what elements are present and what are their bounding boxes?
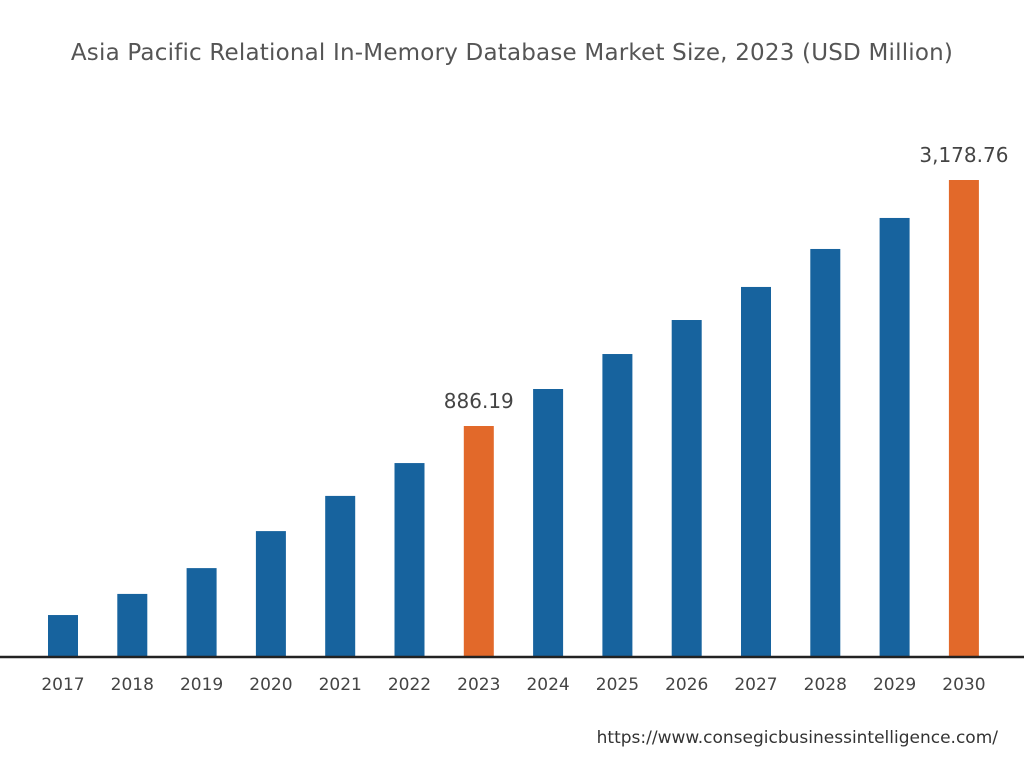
x-tick-label: 2019 [180,675,223,695]
bar-2029 [879,217,910,657]
x-tick-label: 2026 [665,675,708,695]
x-tick-label: 2029 [873,675,916,695]
x-tick-label: 2020 [249,675,292,695]
bar-2022 [394,463,425,657]
data-label-2023: 886.19 [444,389,514,413]
x-tick-label: 2027 [734,675,777,695]
x-tick-label: 2022 [388,675,431,695]
x-tick-label: 2030 [942,675,985,695]
x-tick-label: 2025 [596,675,639,695]
bar-2020 [255,531,286,657]
bar-2017 [48,615,78,657]
bar-2030 [948,180,979,657]
bar-2024 [533,389,564,657]
data-label-2030: 3,178.76 [919,143,1008,167]
x-tick-label: 2028 [804,675,847,695]
x-tick-label: 2024 [526,675,569,695]
bar-2026 [671,320,702,657]
bar-2023 [463,426,494,657]
bar-2018 [117,593,148,657]
bar-2019 [186,568,217,657]
x-tick-label: 2023 [457,675,500,695]
x-tick-label: 2017 [41,675,84,695]
x-tick-label: 2018 [111,675,154,695]
bar-2025 [602,354,633,657]
bar-2021 [325,495,356,657]
x-tick-label: 2021 [319,675,362,695]
bar-2028 [810,248,841,657]
chart-title: Asia Pacific Relational In-Memory Databa… [70,40,954,66]
source-url[interactable]: https://www.consegicbusinessintelligence… [596,728,998,748]
bar-2027 [741,286,771,657]
